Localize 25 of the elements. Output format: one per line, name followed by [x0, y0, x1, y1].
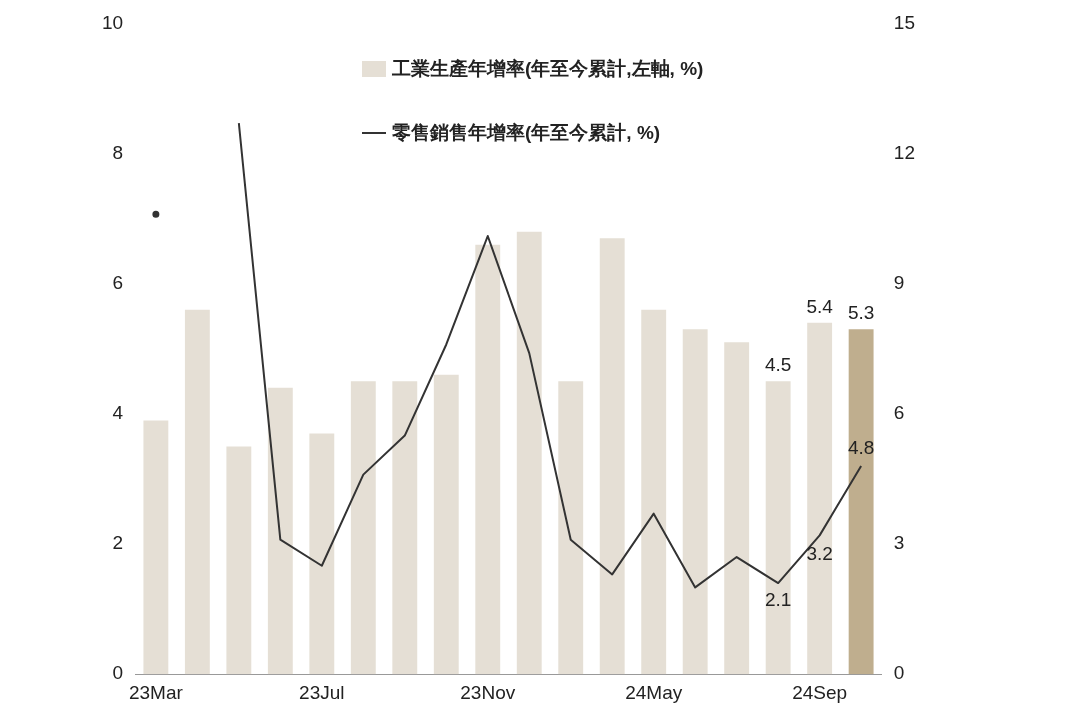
- y2-tick-label: 12: [893, 141, 916, 163]
- y-tick-label: 6: [112, 271, 124, 293]
- x-tick-label: 23Jul: [299, 681, 345, 703]
- data-label: 4.5: [764, 354, 792, 376]
- legend-label: 零售銷售年增率(年至今累計, %): [392, 121, 661, 145]
- data-label: 5.3: [847, 302, 875, 324]
- y-tick-label: 2: [112, 532, 124, 554]
- x-tick-label: 23Mar: [128, 681, 184, 703]
- y2-tick-label: 3: [893, 532, 905, 554]
- y2-tick-label: 6: [893, 402, 905, 424]
- legend-label: 工業生產年增率(年至今累計,左軸, %): [392, 57, 704, 81]
- data-label: 3.2: [806, 543, 833, 565]
- y-tick-label: 0: [112, 662, 124, 684]
- y2-tick-label: 15: [893, 11, 916, 33]
- x-tick-label: 23Nov: [460, 681, 516, 703]
- y2-tick-label: 9: [893, 271, 905, 293]
- y-tick-label: 10: [101, 11, 124, 33]
- data-label: 2.1: [764, 588, 792, 610]
- y-tick-label: 4: [112, 402, 124, 424]
- data-label: 5.4: [806, 295, 834, 317]
- x-tick-label: 24Sep: [792, 681, 848, 703]
- y-tick-label: 8: [112, 141, 124, 163]
- y2-tick-label: 0: [893, 662, 905, 684]
- x-tick-label: 24May: [625, 681, 683, 703]
- data-label: 4.8: [847, 436, 875, 458]
